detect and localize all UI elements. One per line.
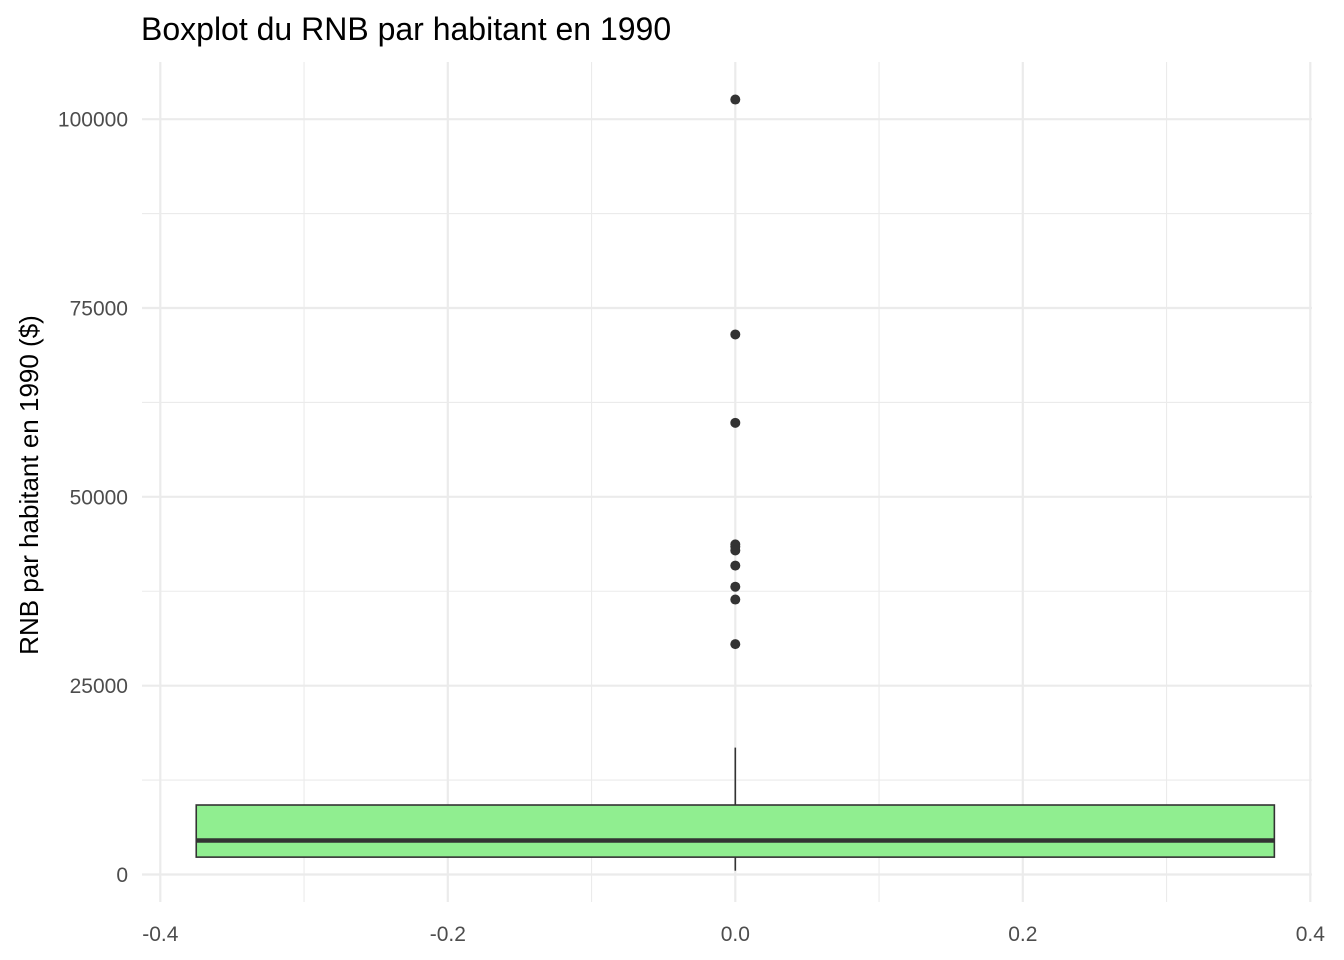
y-tick-labels: 0 25000 50000 75000 100000 bbox=[58, 109, 128, 887]
chart-title: Boxplot du RNB par habitant en 1990 bbox=[141, 11, 671, 47]
outlier-point bbox=[730, 94, 741, 105]
outlier-point bbox=[730, 545, 741, 556]
outlier-point bbox=[730, 639, 741, 650]
x-tick-label: -0.4 bbox=[142, 923, 179, 946]
x-tick-label: 0.2 bbox=[1008, 923, 1037, 946]
y-tick-label: 0 bbox=[116, 864, 128, 887]
x-tick-label: 0.0 bbox=[721, 923, 750, 946]
y-tick-label: 75000 bbox=[70, 298, 128, 321]
x-tick-label: -0.2 bbox=[430, 923, 466, 946]
y-axis-label: RNB par habitant en 1990 ($) bbox=[14, 315, 44, 655]
plot-area bbox=[195, 94, 1276, 871]
box-iqr bbox=[195, 804, 1276, 858]
major-gridlines bbox=[142, 62, 1312, 902]
y-tick-label: 50000 bbox=[70, 486, 128, 509]
outlier-point bbox=[730, 417, 741, 428]
y-tick-label: 25000 bbox=[70, 675, 128, 698]
outlier-point bbox=[730, 560, 741, 571]
y-tick-label: 100000 bbox=[58, 109, 128, 132]
x-tick-label: 0.4 bbox=[1296, 923, 1326, 946]
minor-gridlines bbox=[142, 62, 1312, 902]
outlier-point bbox=[730, 329, 741, 340]
outlier-point bbox=[730, 581, 741, 592]
x-tick-labels: -0.4 -0.2 0.0 0.2 0.4 bbox=[142, 923, 1325, 946]
outlier-point bbox=[730, 594, 741, 605]
